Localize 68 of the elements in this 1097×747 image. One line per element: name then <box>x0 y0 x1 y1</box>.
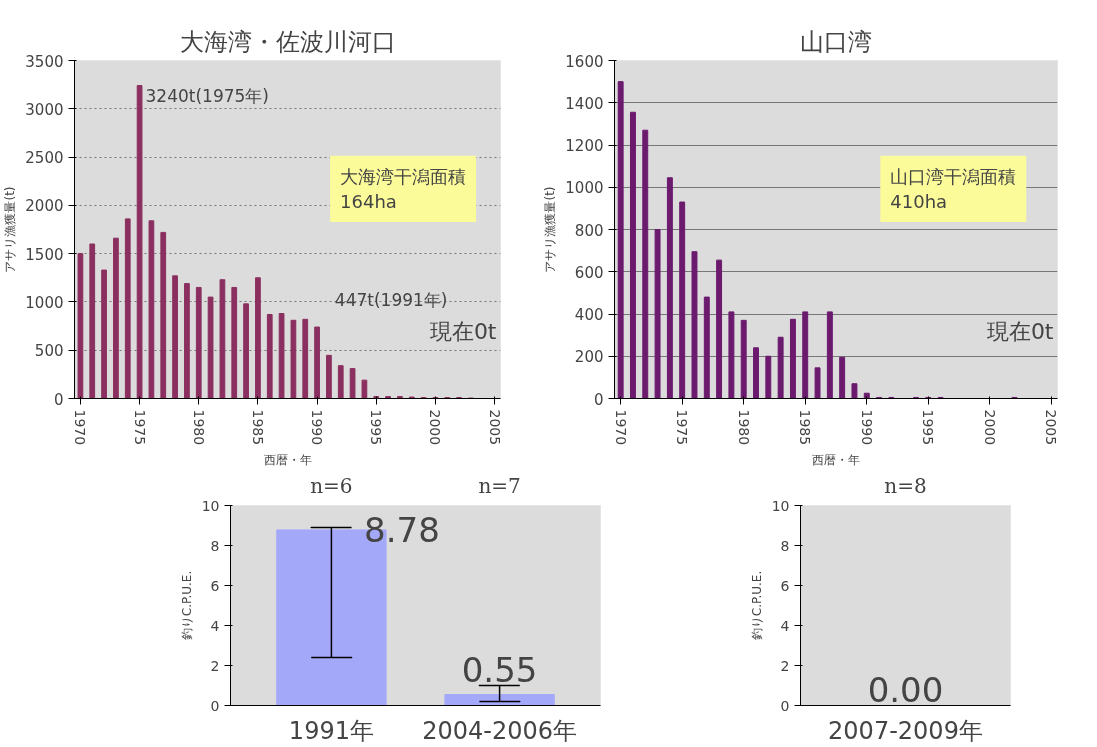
y-tick-label: 200 <box>574 348 604 367</box>
y-tick-label: 400 <box>574 306 604 324</box>
y-tick-label: 2000 <box>25 197 64 216</box>
x-tick-label: 1991年 <box>288 716 374 745</box>
x-tick-label: 1985 <box>797 409 814 446</box>
data-label: 0.55 <box>461 649 538 690</box>
annotation: 山口湾干潟面積 410ha <box>890 165 1017 213</box>
y-axis-title: アサリ漁獲量(t) <box>543 186 558 273</box>
annotation: 現在0t <box>429 319 497 345</box>
data-label: 8.78 <box>364 510 440 551</box>
y-tick-label: 10 <box>201 497 220 514</box>
y-tick-label: 8 <box>780 537 790 554</box>
annotation: 3240t(1975年) <box>145 85 269 106</box>
x-tick-label: 1970 <box>612 409 629 446</box>
y-tick-label: 0 <box>780 697 790 714</box>
x-tick-label: 2000 <box>427 409 444 446</box>
y-tick-label: 4 <box>210 617 220 634</box>
x-tick-label: 1980 <box>735 409 752 446</box>
text: n=8 <box>884 473 927 498</box>
text: n=6 <box>310 473 353 498</box>
x-tick-label: 1985 <box>249 409 266 446</box>
y-tick-label: 0 <box>53 390 64 409</box>
y-tick-label: 800 <box>574 221 604 240</box>
y-tick-label: 6 <box>780 577 790 594</box>
y-tick-label: 2 <box>210 657 220 674</box>
x-axis-title: 西暦・年 <box>812 453 860 468</box>
x-tick-label: 1975 <box>131 409 148 446</box>
y-tick-label: 8 <box>210 537 220 554</box>
text: n=7 <box>478 473 521 498</box>
y-tick-label: 1600 <box>565 52 604 71</box>
y-tick-label: 1000 <box>565 179 604 198</box>
annotation: 現在0t <box>986 319 1054 345</box>
data-label: 0.00 <box>867 669 944 710</box>
x-tick-label: 2000 <box>981 409 998 446</box>
y-axis-title: アサリ漁獲量(t) <box>3 186 18 273</box>
x-tick-label: 2005 <box>486 409 503 446</box>
y-tick-label: 2 <box>780 657 790 674</box>
y-tick-label: 0 <box>210 697 220 714</box>
y-axis-title: 釣りC.P.U.E. <box>179 570 194 641</box>
x-tick-label: 1995 <box>368 409 385 446</box>
y-tick-label: 4 <box>780 617 790 634</box>
annotation: 447t(1991年) <box>334 290 448 311</box>
x-tick-label: 2007-2009年 <box>828 716 983 745</box>
x-tick-label: 1990 <box>309 409 326 446</box>
x-tick-label: 1980 <box>190 409 207 446</box>
y-tick-label: 6 <box>210 577 220 594</box>
x-tick-label: 1970 <box>72 409 89 446</box>
y-tick-label: 1400 <box>565 94 604 113</box>
y-tick-label: 1000 <box>25 293 64 312</box>
chart-title: 山口湾 <box>800 27 872 56</box>
y-tick-label: 0 <box>593 390 604 409</box>
x-axis-title: 西暦・年 <box>263 453 312 468</box>
x-tick-label: 2005 <box>1043 409 1060 446</box>
y-tick-label: 3000 <box>25 100 64 119</box>
y-tick-label: 500 <box>34 342 64 361</box>
y-tick-label: 3500 <box>25 52 64 71</box>
y-tick-label: 2500 <box>25 149 64 168</box>
annotation: 大海湾干潟面積 164ha <box>340 165 467 213</box>
x-tick-label: 1995 <box>920 409 937 446</box>
y-tick-label: 10 <box>771 497 790 514</box>
y-tick-label: 600 <box>574 263 604 282</box>
y-tick-label: 1200 <box>565 137 604 155</box>
x-tick-label: 2004-2006年 <box>422 716 578 745</box>
x-tick-label: 1990 <box>858 409 875 446</box>
chart-title: 大海湾・佐波川河口 <box>179 27 396 56</box>
y-tick-label: 1500 <box>25 245 64 264</box>
x-tick-label: 1975 <box>674 409 691 446</box>
y-axis-title: 釣りC.P.U.E. <box>749 570 764 641</box>
